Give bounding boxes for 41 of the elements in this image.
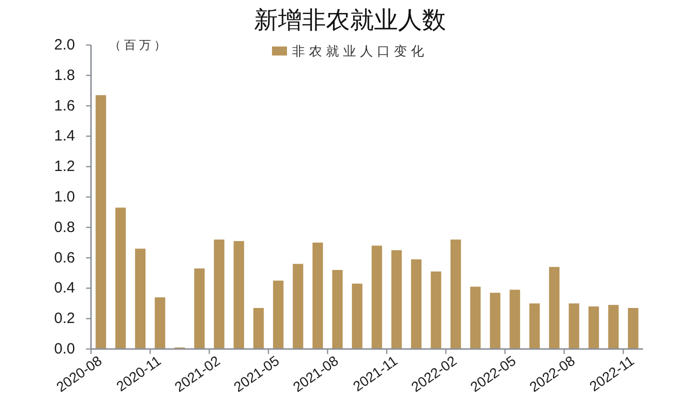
y-tick-label: 0.6 xyxy=(54,249,75,266)
bar xyxy=(214,240,224,349)
y-tick-label: 1.4 xyxy=(54,128,75,145)
bar xyxy=(391,250,402,349)
y-tick-label: 2.0 xyxy=(54,36,75,54)
y-tick-label: 0.2 xyxy=(54,310,75,328)
bar xyxy=(490,292,500,349)
legend: 非农就业人口变化 xyxy=(272,44,428,58)
bar xyxy=(510,290,520,349)
bar xyxy=(628,308,638,349)
bar xyxy=(352,284,362,349)
y-axis-title: （百万） xyxy=(109,38,169,52)
bar xyxy=(470,286,481,349)
bar xyxy=(372,246,382,349)
bar xyxy=(253,308,264,349)
bar xyxy=(154,297,166,349)
bar xyxy=(194,268,205,349)
y-tick-label: 1.0 xyxy=(54,188,75,206)
bar xyxy=(273,280,284,349)
bar xyxy=(608,304,619,349)
bar xyxy=(312,242,323,349)
bar xyxy=(234,241,244,349)
bar xyxy=(115,208,126,349)
bar xyxy=(430,271,442,349)
y-tick-label: 1.8 xyxy=(54,66,75,84)
bar xyxy=(549,266,560,349)
bar xyxy=(332,270,343,349)
chart-title: 新增非农就业人数 xyxy=(254,7,446,34)
y-tick-label: 0.4 xyxy=(54,280,75,297)
bar xyxy=(292,264,304,349)
bar xyxy=(135,248,146,349)
y-tick-label: 1.6 xyxy=(54,97,75,114)
bar xyxy=(96,95,106,349)
bar xyxy=(411,259,422,349)
y-tick-label: 1.2 xyxy=(54,158,75,176)
y-tick-label: 0.0 xyxy=(54,340,75,358)
bar xyxy=(568,303,580,349)
bar xyxy=(529,303,540,349)
bar xyxy=(450,240,461,349)
y-tick-label: 0.8 xyxy=(54,218,75,236)
bar xyxy=(588,306,599,349)
